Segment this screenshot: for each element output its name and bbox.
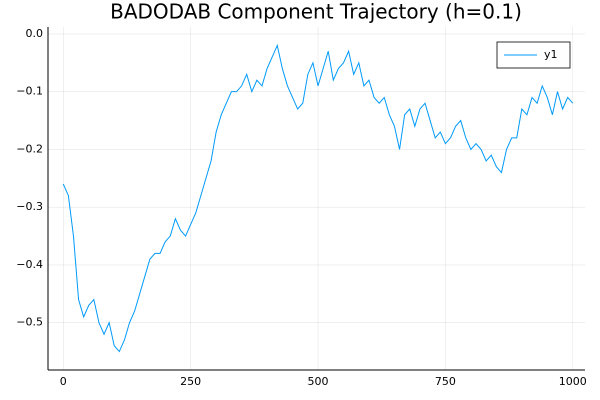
x-tick-label: 500 bbox=[308, 375, 329, 388]
y-tick-label: −0.5 bbox=[16, 316, 43, 329]
legend-label: y1 bbox=[544, 48, 558, 61]
y-tick-label: −0.2 bbox=[16, 142, 43, 155]
x-tick-label: 0 bbox=[60, 375, 67, 388]
y-tick-label: −0.1 bbox=[16, 85, 43, 98]
y-tick-label: −0.4 bbox=[16, 258, 43, 271]
chart-title: BADODAB Component Trajectory (h=0.1) bbox=[110, 0, 522, 24]
x-tick-label: 1000 bbox=[559, 375, 587, 388]
y-tick-label: 0.0 bbox=[26, 27, 44, 40]
x-tick-label: 750 bbox=[435, 375, 456, 388]
x-tick-label: 250 bbox=[180, 375, 201, 388]
line-series bbox=[62, 43, 574, 353]
y-tick-label: −0.3 bbox=[16, 200, 43, 213]
